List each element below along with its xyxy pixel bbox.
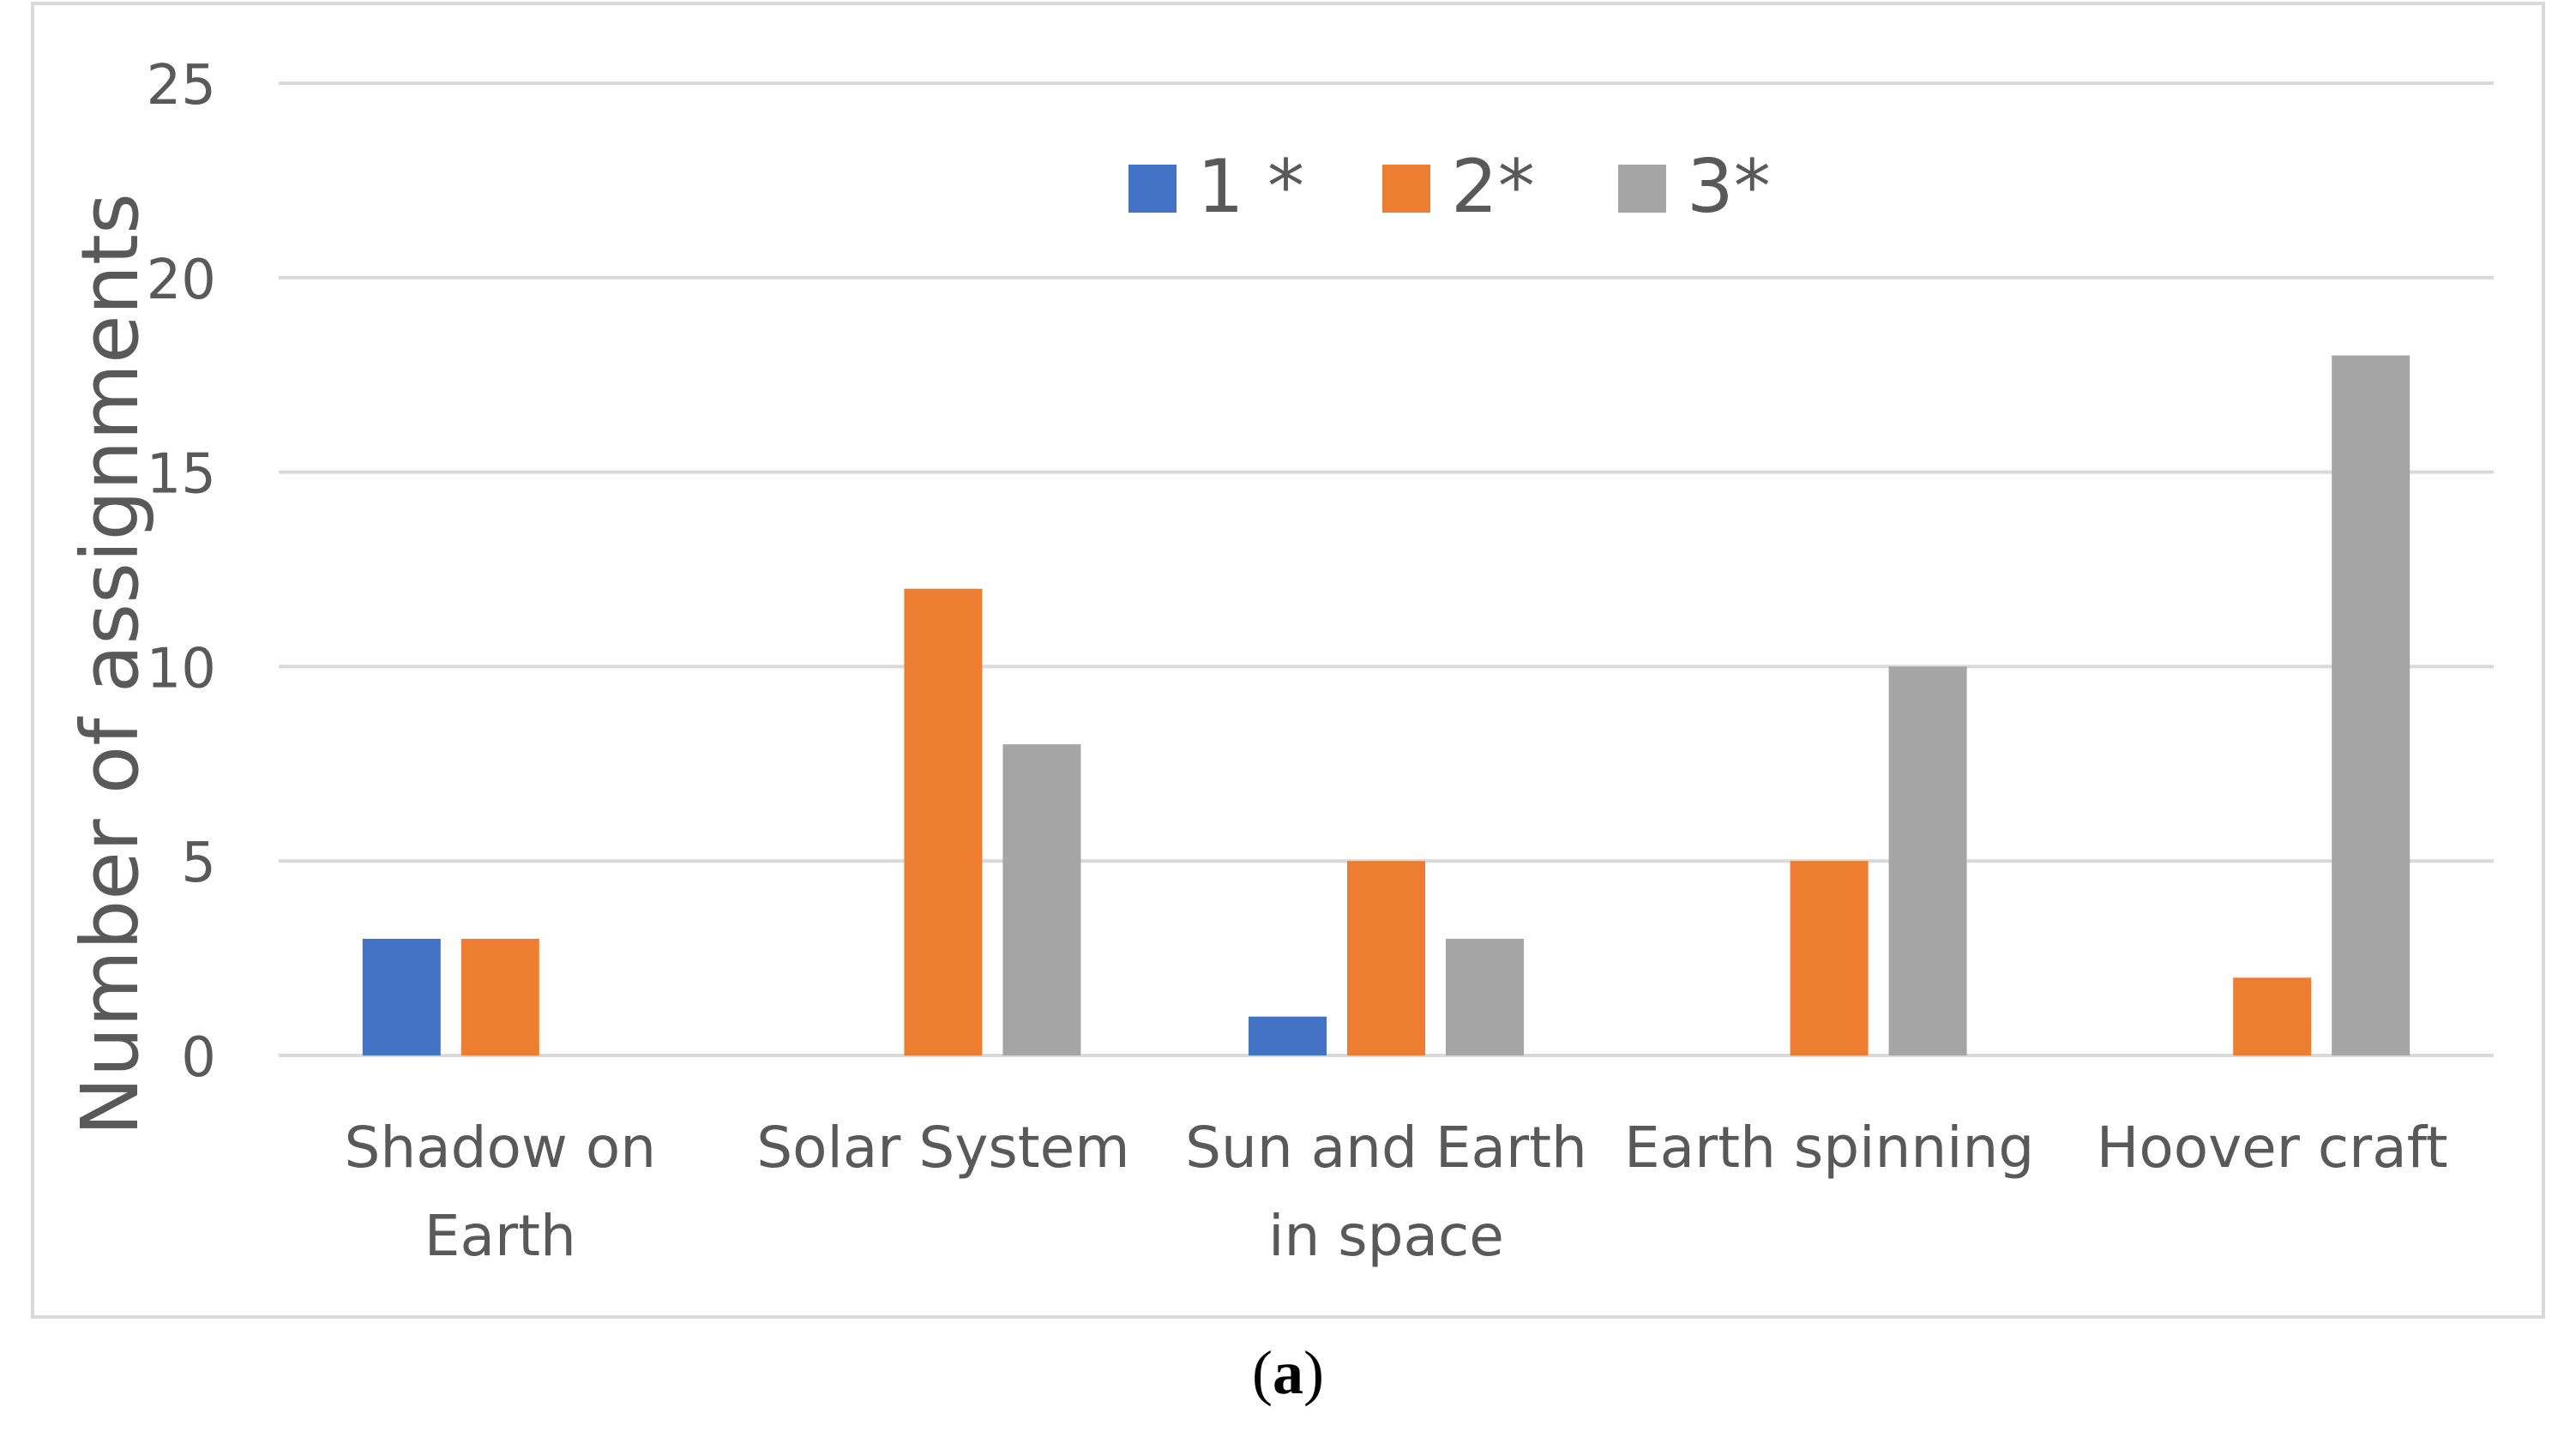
chart-frame [31,2,2545,1319]
bar-2-2 [904,588,983,1055]
x-tick-label: Earth spinning [1624,1115,2034,1181]
legend-label-1: 1 * [1197,144,1304,230]
y-tick-label: 15 [147,443,216,507]
caption-letter: a [1273,1338,1303,1407]
legend-label-2: 2* [1451,144,1535,230]
y-tick-label: 20 [147,249,216,312]
y-axis-title: Number of assignments [64,193,156,1136]
caption-close-paren: ) [1303,1338,1324,1407]
bar-2-3 [1347,861,1425,1055]
bar-1-3 [1249,1016,1327,1055]
x-tick-label: Hoover craft [2097,1115,2448,1181]
gridlines [279,81,2494,1057]
y-tick-label: 10 [147,637,216,700]
bar-3-2 [1002,744,1081,1055]
bar-2-5 [2233,977,2312,1055]
bar-3-5 [2332,355,2410,1055]
y-tick-label: 25 [147,54,216,117]
x-tick-label: Earth [424,1203,576,1269]
x-tick-label: Shadow on [344,1115,656,1181]
bar-1-1 [362,938,441,1055]
bar-2-4 [1790,861,1869,1055]
x-tick-label: Solar System [756,1115,1129,1181]
y-tick-label: 0 [181,1026,216,1090]
bar-2-1 [460,938,539,1055]
x-tick-label: in space [1268,1203,1504,1269]
y-tick-label: 5 [181,832,216,895]
bar-3-4 [1888,666,1967,1055]
legend-swatch-3 [1618,165,1666,213]
legend-swatch-1 [1129,165,1177,213]
bars [362,355,2410,1055]
y-axis-ticks: 0 5 10 15 20 25 [147,54,216,1090]
legend: 1 * 2* 3* [1129,144,1771,230]
figure-caption: (a) [0,1338,2576,1409]
caption-open-paren: ( [1252,1338,1273,1407]
legend-swatch-2 [1382,165,1430,213]
legend-label-3: 3* [1687,144,1771,230]
bar-3-3 [1446,938,1524,1055]
x-tick-label: Sun and Earth [1185,1115,1587,1181]
x-axis-ticks: Shadow on Earth Solar System Sun and Earth i… [344,1115,2447,1269]
